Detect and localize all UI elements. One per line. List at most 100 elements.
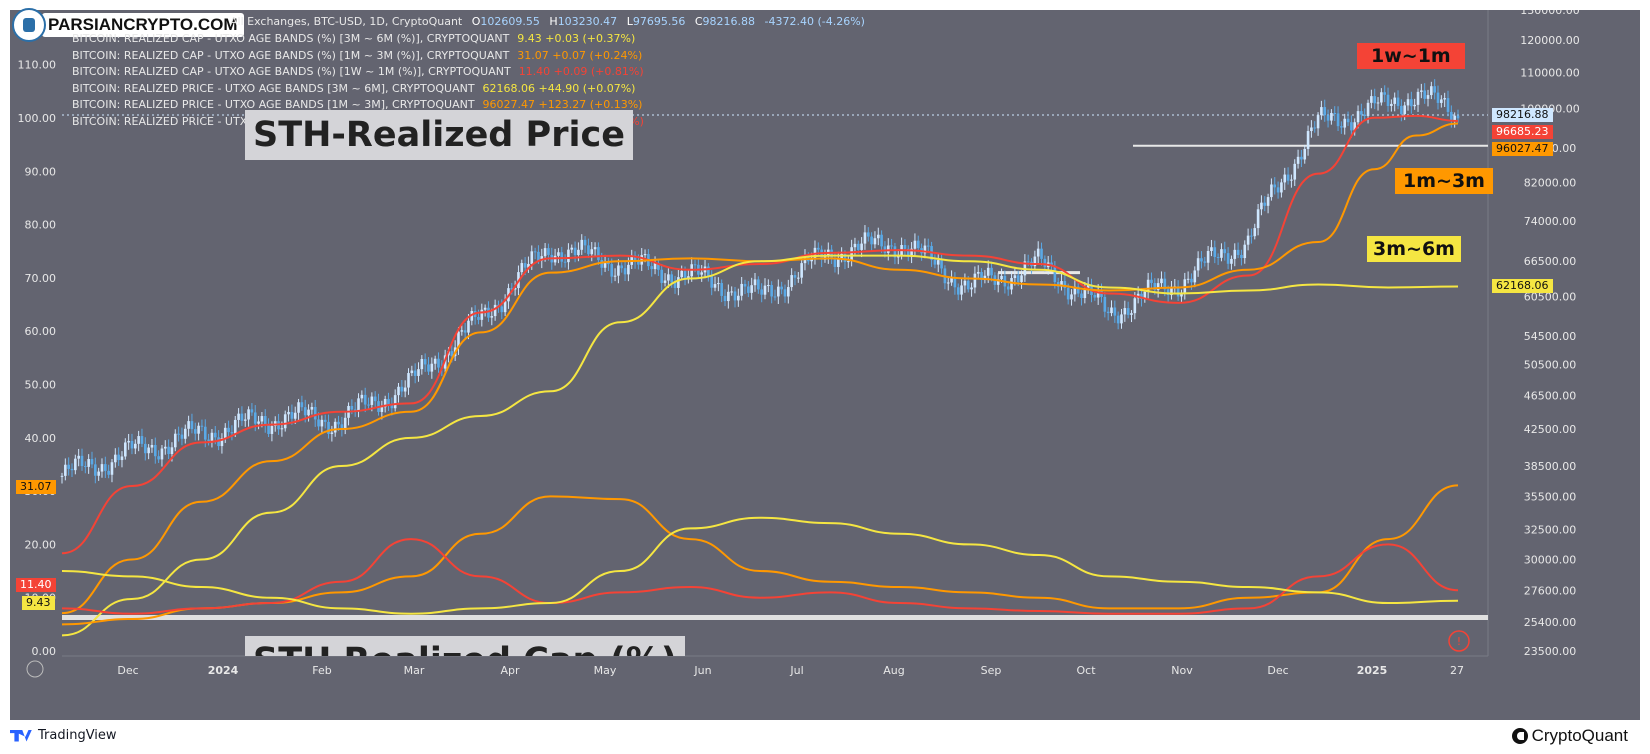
candle-body xyxy=(863,232,867,244)
candle-body xyxy=(460,330,464,332)
candle-body xyxy=(963,280,967,286)
series-line xyxy=(61,516,1459,615)
indicator-line: BITCOIN: REALIZED CAP - UTXO AGE BANDS (… xyxy=(72,49,642,62)
candle-body xyxy=(990,267,993,276)
candle-body xyxy=(530,251,534,264)
candle-body xyxy=(333,421,337,433)
candle-body xyxy=(893,246,897,258)
candle-body xyxy=(936,260,940,265)
candle-body xyxy=(150,444,154,448)
candle-body xyxy=(557,252,560,256)
right-axis-tick: 30000.00 xyxy=(1524,553,1577,566)
candle-body xyxy=(223,427,227,439)
candle-body xyxy=(740,283,743,296)
candle-body xyxy=(1043,258,1047,268)
candle-body xyxy=(720,283,723,296)
candle-body xyxy=(1063,281,1067,288)
candle-body xyxy=(1283,174,1287,183)
candle-body xyxy=(1033,256,1037,267)
candle-body xyxy=(763,285,767,295)
candle-body xyxy=(540,256,544,261)
indicator-line: BITCOIN: REALIZED PRICE - UTXO AGE BANDS… xyxy=(72,82,635,95)
candle-body xyxy=(1200,258,1203,262)
candle-body xyxy=(973,273,977,288)
candle-body xyxy=(297,402,300,413)
candle-body xyxy=(1190,278,1193,283)
candle-body xyxy=(873,238,877,245)
candle-body xyxy=(643,254,647,256)
candle-body xyxy=(1273,184,1277,188)
candle-body xyxy=(124,442,127,457)
candle-body xyxy=(317,419,320,427)
candle-body xyxy=(267,425,270,434)
candle-body xyxy=(860,243,863,250)
candle-body xyxy=(1086,284,1090,289)
candle-body xyxy=(287,411,290,415)
candle-body xyxy=(533,251,537,253)
candle-body xyxy=(147,447,150,454)
price-tag-1m3m: 96027.47 xyxy=(1492,142,1553,156)
candle-body xyxy=(87,459,90,467)
right-axis-tick: 50500.00 xyxy=(1524,358,1577,371)
candle-body xyxy=(247,409,250,420)
candle-body xyxy=(986,267,990,276)
candle-body xyxy=(387,398,390,405)
candle-body xyxy=(1116,315,1120,324)
left-axis-tick: 110.00 xyxy=(18,59,57,72)
candle-body xyxy=(100,464,104,472)
candle-body xyxy=(1360,111,1363,115)
candle-body xyxy=(1040,248,1043,259)
band-label-3m-6m: 3m~6m xyxy=(1367,236,1461,262)
change-value: -4372.40 (-4.26%) xyxy=(764,15,865,28)
candle-body xyxy=(1120,314,1123,324)
candle-body xyxy=(1050,262,1053,267)
candle-body xyxy=(1186,278,1190,280)
candle-body xyxy=(653,263,657,270)
candle-body xyxy=(74,458,77,471)
right-axis-tick: 23500.00 xyxy=(1524,645,1577,658)
candle-body xyxy=(303,407,307,416)
right-axis-tick: 130000.00 xyxy=(1520,10,1580,17)
candle-body xyxy=(1340,126,1343,128)
high-value: 103230.47 xyxy=(557,15,618,28)
candle-body xyxy=(207,439,210,441)
tradingview-logo[interactable]: TradingView xyxy=(10,728,117,743)
candle-body xyxy=(1370,96,1373,103)
candle-body xyxy=(1163,278,1167,290)
candle-body xyxy=(1386,94,1390,106)
candle-body xyxy=(1300,156,1303,160)
candle-body xyxy=(577,249,580,256)
series-line xyxy=(61,538,1459,615)
indicator-name: BITCOIN: REALIZED PRICE - UTXO AGE BANDS… xyxy=(72,98,475,111)
candle-body xyxy=(976,272,980,274)
candle-body xyxy=(1456,115,1460,119)
candle-body xyxy=(1270,184,1273,198)
candle-body xyxy=(480,309,484,320)
indicator-value: 96027.47 +123.27 (+0.13%) xyxy=(482,98,643,111)
indicator-line: BITCOIN: REALIZED PRICE - UTXO AGE BANDS… xyxy=(72,99,642,111)
candle-body xyxy=(673,282,677,288)
x-axis-tick: 27 xyxy=(1450,664,1464,677)
series-line xyxy=(61,484,1459,626)
candle-body xyxy=(600,260,604,268)
candle-body xyxy=(410,370,414,374)
candle-body xyxy=(233,419,237,434)
candle-body xyxy=(1203,261,1207,263)
candle-body xyxy=(70,468,74,471)
candle-body xyxy=(1320,107,1323,116)
candle-body xyxy=(1133,298,1137,314)
candle-body xyxy=(933,259,937,265)
candle-body xyxy=(1036,248,1040,257)
candle-body xyxy=(960,285,963,295)
candle-body xyxy=(1076,286,1080,294)
header-main: All Exchanges, BTC-USD, 1D, CryptoQuant … xyxy=(230,16,865,28)
candle-body xyxy=(846,261,850,263)
candle-body xyxy=(710,276,713,288)
high-label: H xyxy=(549,15,558,28)
left-axis-tick: 90.00 xyxy=(25,165,57,178)
right-axis-tick: 46500.00 xyxy=(1524,389,1577,402)
candle-body xyxy=(1140,293,1143,299)
candle-body xyxy=(200,425,204,427)
pct-tag-1w1m: 11.40 xyxy=(16,578,56,592)
candle-body xyxy=(193,429,197,434)
